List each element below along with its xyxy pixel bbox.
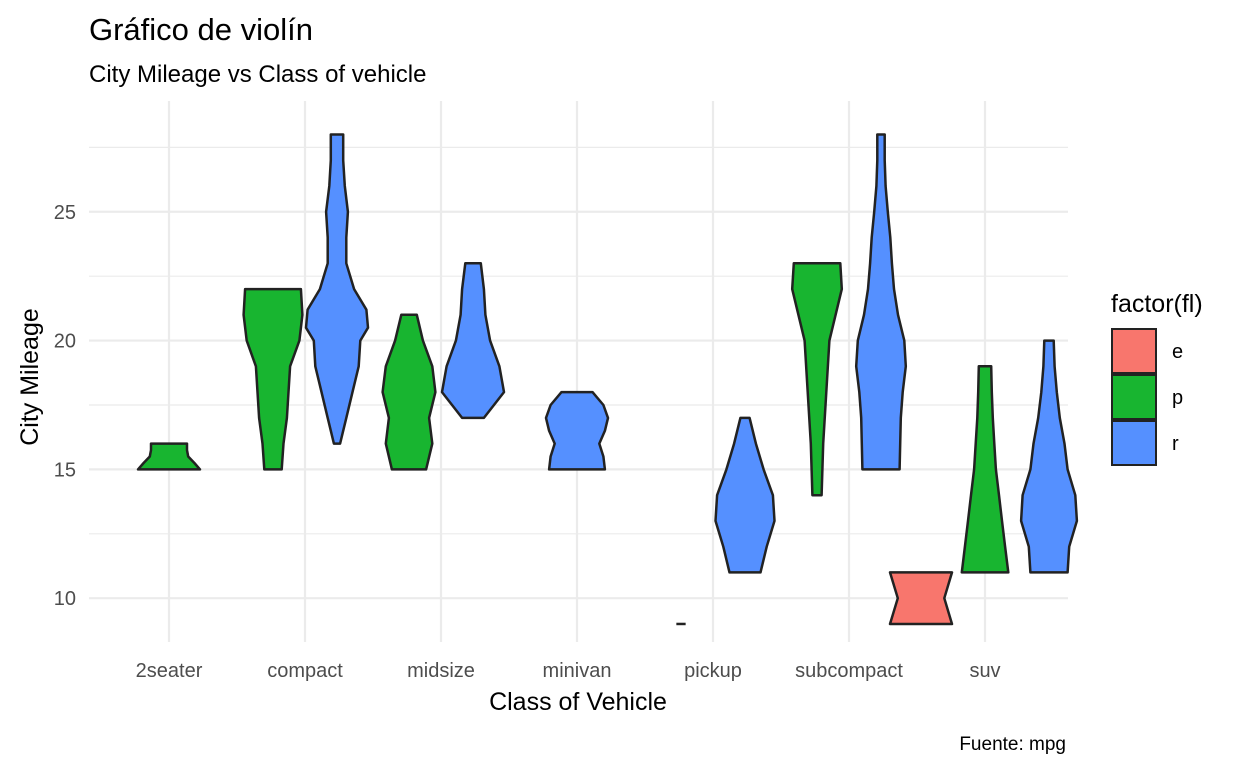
y-tick-label: 10: [54, 588, 76, 610]
violin-compact-p: [242, 287, 304, 471]
y-axis-label: City Mileage: [16, 308, 44, 446]
legend-key-e: [1111, 328, 1157, 374]
violin-2seater-p: [136, 442, 202, 471]
violin-suv-e: [888, 571, 954, 626]
violin-midsize-p: [381, 313, 437, 471]
x-tick-label: pickup: [684, 660, 742, 682]
x-tick-label: 2seater: [136, 660, 203, 682]
legend-label-e: e: [1172, 341, 1183, 363]
violin-minivan-r: [544, 390, 610, 471]
legend-key-p: [1111, 374, 1157, 420]
violin-layer: [136, 133, 1079, 626]
legend-label-r: r: [1172, 433, 1179, 455]
chart-subtitle: City Mileage vs Class of vehicle: [89, 61, 426, 88]
y-tick-label: 15: [54, 459, 76, 481]
violin-pickup-r: [714, 416, 776, 574]
x-tick-label: subcompact: [795, 660, 903, 682]
violin-subcompact-r: [854, 133, 908, 471]
legend: factor(fl) e p r: [1111, 290, 1203, 466]
legend-keys: e p r: [1111, 328, 1183, 466]
x-tick-label: midsize: [407, 660, 475, 682]
violin-suv-r: [1019, 339, 1079, 574]
violin-midsize-r: [440, 262, 506, 420]
y-tick-label: 25: [54, 202, 76, 224]
legend-key-r: [1111, 420, 1157, 466]
x-tick-label: compact: [267, 660, 343, 682]
chart-caption: Fuente: mpg: [959, 734, 1066, 755]
y-tick-label: 20: [54, 331, 76, 353]
legend-label-p: p: [1172, 387, 1183, 409]
x-tick-label: minivan: [543, 660, 612, 682]
violin-suv-p: [960, 365, 1010, 574]
violin-compact-r: [304, 133, 370, 445]
legend-title: factor(fl): [1111, 290, 1203, 318]
chart-title: Gráfico de violín: [89, 12, 313, 47]
violin-subcompact-p: [790, 262, 844, 497]
grid-layer: [89, 101, 1068, 642]
x-axis-label: Class of Vehicle: [489, 688, 667, 716]
axis-layer: 10 15 20 25 2seater compact midsize minivan pick…: [54, 202, 1001, 682]
x-tick-label: suv: [969, 660, 1000, 682]
